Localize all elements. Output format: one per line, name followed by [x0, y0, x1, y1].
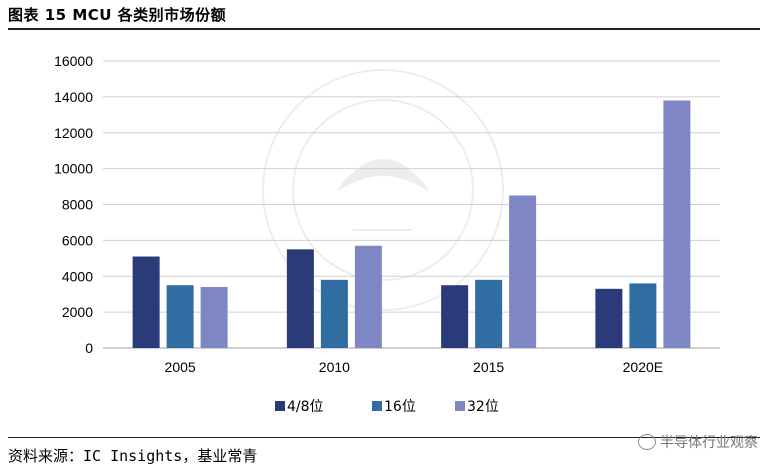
x-axis-ticks: 2005 2010 2015 2020E [165, 359, 664, 375]
bar-16位-2010 [320, 279, 348, 348]
y-tick-label: 12000 [54, 125, 93, 141]
bar-16位-2015 [475, 279, 503, 348]
bar-4/8位-2005 [132, 256, 160, 348]
legend: 4/8位 16位 32位 [275, 399, 499, 415]
bars [132, 100, 691, 349]
y-tick-label: 6000 [62, 232, 93, 248]
wechat-icon [638, 434, 656, 450]
legend-label: 32位 [467, 399, 499, 415]
chart-title: 图表 15 MCU 各类别市场份额 [8, 6, 227, 24]
y-tick-label: 4000 [62, 268, 93, 284]
x-tick-label: 2005 [165, 359, 196, 375]
bar-4/8位-2015 [441, 285, 469, 348]
y-tick-label: 0 [85, 340, 93, 356]
bar-32位-2005 [200, 287, 228, 348]
legend-swatch [275, 401, 285, 411]
title-divider [8, 28, 760, 30]
x-tick-label: 2020E [623, 359, 663, 375]
grid-lines [103, 60, 720, 349]
y-tick-label: 16000 [54, 53, 93, 69]
bar-16位-2020E [629, 283, 657, 348]
bar-4/8位-2010 [286, 249, 314, 348]
watermark-seal [262, 69, 504, 311]
legend-label: 16位 [384, 399, 416, 415]
source-note: 资料来源：IC Insights，基业常青 [8, 447, 258, 465]
y-tick-label: 8000 [62, 197, 93, 213]
bar-32位-2010 [354, 245, 382, 348]
y-tick-label: 10000 [54, 161, 93, 177]
y-tick-label: 2000 [62, 304, 93, 320]
bar-16位-2005 [166, 285, 194, 348]
legend-label: 4/8位 [287, 399, 324, 415]
footer-divider [8, 437, 760, 438]
y-tick-label: 14000 [54, 89, 93, 105]
legend-swatch [372, 401, 382, 411]
wechat-label: 半导体行业观察 [660, 435, 758, 451]
legend-swatch [455, 401, 465, 411]
bar-32位-2020E [663, 100, 691, 349]
y-axis-ticks: 0 2000 4000 6000 8000 10000 12000 14000 16000 [54, 53, 93, 356]
bar-4/8位-2020E [595, 288, 623, 348]
bar-32位-2015 [509, 195, 537, 348]
x-tick-label: 2010 [319, 359, 350, 375]
wechat-badge: 半导体行业观察 [638, 432, 758, 452]
x-tick-label: 2015 [473, 359, 504, 375]
